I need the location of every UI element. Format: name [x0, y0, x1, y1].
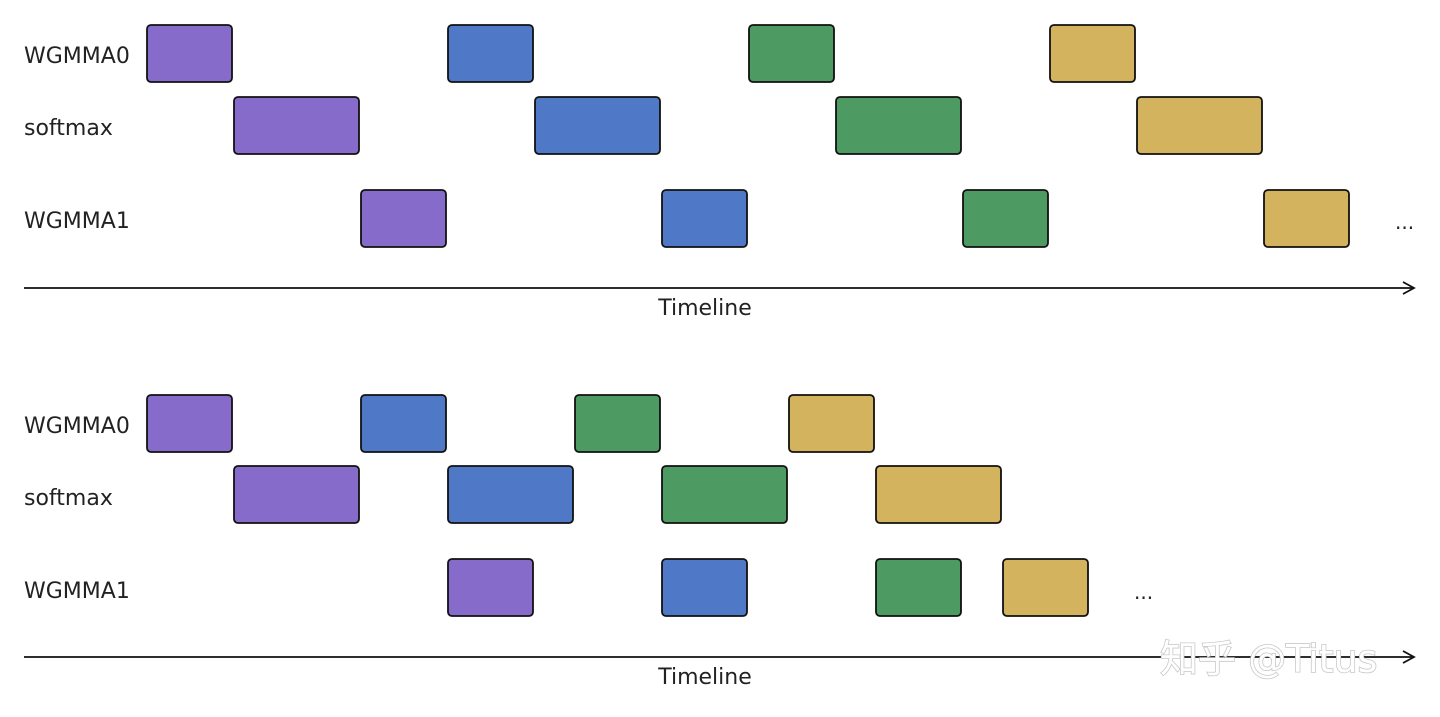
wgmma0-block-green [748, 24, 835, 83]
wgmma0-block-gold [788, 394, 875, 453]
softmax-block-gold [1136, 96, 1263, 155]
wgmma1-block-gold [1002, 558, 1089, 617]
wgmma0-block-purple [146, 394, 233, 453]
wgmma1-block-purple [360, 189, 447, 248]
wgmma1-block-gold [1263, 189, 1350, 248]
wgmma0-block-green [574, 394, 661, 453]
diagram-bottom: WGMMA0 softmax WGMMA1 ... Timeline [24, 394, 1416, 690]
softmax-block-green [835, 96, 962, 155]
wgmma0-block-blue [360, 394, 447, 453]
wgmma0-block-purple [146, 24, 233, 83]
wgmma1-block-green [962, 189, 1049, 248]
softmax-block-green [661, 465, 788, 524]
continuation-ellipsis: ... [1395, 210, 1414, 234]
wgmma1-block-purple [447, 558, 534, 617]
diagram-top: WGMMA0 softmax WGMMA1 ... Timeline [24, 24, 1416, 321]
row-label-wgmma1: WGMMA1 [24, 579, 130, 604]
timeline-label: Timeline [657, 665, 752, 690]
wgmma1-block-blue [661, 189, 748, 248]
blocks-top [146, 24, 1350, 248]
wgmma1-block-blue [661, 558, 748, 617]
watermark: 知乎 @Titus [1160, 637, 1377, 681]
softmax-block-purple [233, 96, 360, 155]
wgmma0-block-gold [1049, 24, 1136, 83]
continuation-ellipsis: ... [1134, 580, 1153, 604]
softmax-block-blue [447, 465, 574, 524]
wgmma1-block-green [875, 558, 962, 617]
row-label-wgmma1: WGMMA1 [24, 209, 130, 234]
timeline-label: Timeline [657, 296, 752, 321]
row-label-softmax: softmax [24, 486, 113, 511]
row-label-wgmma0: WGMMA0 [24, 44, 130, 69]
softmax-block-gold [875, 465, 1002, 524]
blocks-bottom [146, 394, 1089, 617]
row-label-wgmma0: WGMMA0 [24, 414, 130, 439]
softmax-block-blue [534, 96, 661, 155]
softmax-block-purple [233, 465, 360, 524]
row-label-softmax: softmax [24, 116, 113, 141]
wgmma0-block-blue [447, 24, 534, 83]
